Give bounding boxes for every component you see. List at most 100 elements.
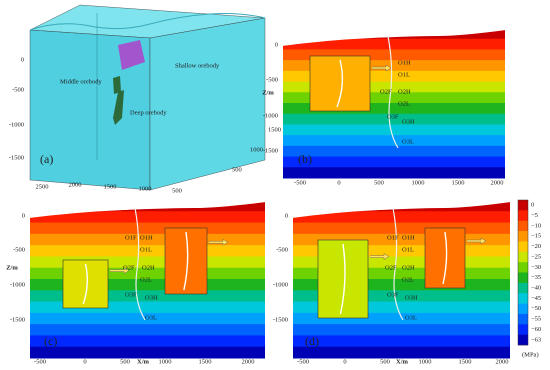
contour-band (293, 301, 510, 314)
station-label: O1F (387, 234, 399, 241)
arrow (110, 267, 130, 274)
z-tick-label: -500 (13, 246, 25, 253)
colorbar-swatch (518, 272, 528, 284)
sky-mask (282, 26, 506, 46)
station-label: O2H (142, 264, 155, 271)
colorbar-label: −35 (531, 274, 541, 281)
contour-band (293, 233, 510, 246)
x-tick-label: 2000 (491, 179, 504, 186)
fault (134, 207, 146, 321)
contour-band (30, 346, 265, 359)
z-tick-label: -1000 (273, 281, 288, 288)
colorbar-swatch (518, 251, 528, 263)
contour-band (293, 324, 510, 336)
inset (309, 55, 371, 112)
contour-band (293, 312, 510, 325)
station-label: O3L (402, 138, 414, 145)
contour-band (30, 222, 265, 235)
x-tick-label: 2000 (496, 358, 509, 365)
colorbar-label: −40 (531, 285, 541, 292)
contour-band (30, 335, 265, 348)
contour-band (30, 312, 265, 325)
station-label: O3L (145, 314, 157, 321)
x-tick-label: 1500 (104, 183, 117, 190)
contour-band (30, 267, 265, 280)
z-tick-label: -1500 (263, 147, 278, 154)
x-tick-label: 1000 (139, 185, 152, 192)
fault (387, 35, 399, 149)
station-label: O3H (145, 294, 158, 301)
inset-fault (339, 243, 346, 315)
contour-band (30, 279, 265, 291)
contour-band (30, 256, 265, 269)
station-label: O1L (398, 71, 410, 78)
topography (29, 13, 266, 31)
middle-orebody (113, 76, 121, 94)
station-label: O3H (402, 118, 415, 125)
orebody-label: Deep orebody (130, 109, 167, 116)
x-tick-label: 1500 (459, 358, 472, 365)
x-tick-label: 1500 (452, 179, 465, 186)
colorbar-swatch (518, 220, 528, 232)
colorbar-swatch (518, 324, 528, 335)
orebody-label: Middle orebody (60, 78, 102, 85)
x-tick-label: 500 (380, 358, 390, 365)
colorbar-label: −63 (531, 336, 541, 343)
inset-fault (336, 59, 344, 108)
shallow-orebody (118, 40, 145, 70)
colorbar-unit: (MPa) (522, 351, 539, 358)
colorbar: 0 −5 −10 −15 −20 −25 −30 −35 −40 −45 −50 −55 −60 −63 (… (517, 199, 541, 358)
colorbar-label: −10 (531, 222, 541, 229)
contour-band (283, 145, 505, 158)
colorbar-swatch (518, 262, 528, 273)
contour-band (283, 124, 505, 136)
panel-b: 0 -500 -1000 -1500 -500 0 500 1000 1500 2000 Z/m O1… (262, 26, 506, 186)
station-label: O2L (402, 276, 414, 283)
contour-band (293, 290, 510, 303)
colorbar-label: −20 (531, 243, 541, 250)
contour-band (283, 167, 505, 179)
x-tick-label: 1000 (412, 179, 425, 186)
colorbar-swatch (518, 241, 528, 253)
colorbar-label: −30 (531, 264, 541, 271)
colorbar-swatch (518, 282, 528, 294)
inset (62, 259, 109, 309)
z-tick-label: -500 (276, 246, 288, 253)
colorbar-label: 0 (531, 202, 534, 209)
station-label: O3F (387, 113, 399, 120)
colorbar-swatch (518, 313, 528, 325)
x-tick-label: 500 (172, 187, 182, 194)
arrow (372, 64, 392, 72)
station-label: O3F (125, 291, 137, 298)
x-tick-label: 0 (337, 179, 340, 186)
x-axis-label: X/m (137, 358, 150, 365)
x-tick-label: 2000 (242, 358, 255, 365)
x-tick-label: 500 (374, 179, 384, 186)
contour-band (283, 92, 505, 104)
x-axis-label: X/m (396, 358, 409, 365)
x-tick-label: 2500 (36, 183, 49, 190)
contour-band (30, 211, 265, 224)
station-label: O3F (387, 291, 399, 298)
z-tick-label: -500 (12, 86, 24, 93)
x-tick-label: 1500 (199, 358, 212, 365)
colorbar-label: −25 (531, 253, 541, 260)
colorbar-swatch (518, 200, 528, 211)
y-tick-label: 1500 (268, 126, 281, 133)
inset (164, 227, 208, 295)
x-tick-label: -500 (297, 358, 309, 365)
colorbar-label: −45 (531, 295, 541, 302)
x-tick-label: 500 (120, 358, 130, 365)
deep-orebody (113, 90, 124, 125)
panel-label: (b) (298, 152, 312, 166)
contour-band (283, 70, 505, 83)
z-tick-label: -1000 (9, 121, 24, 128)
x-tick-label: 1000 (419, 358, 432, 365)
contour-band (30, 324, 265, 336)
x-tick-label: 2000 (69, 181, 82, 188)
z-tick-label: -1000 (263, 112, 278, 119)
contour-band (293, 335, 510, 348)
station-label: O1H (402, 234, 415, 241)
y-tick-label: 1000 (250, 146, 263, 153)
fault (392, 207, 404, 321)
